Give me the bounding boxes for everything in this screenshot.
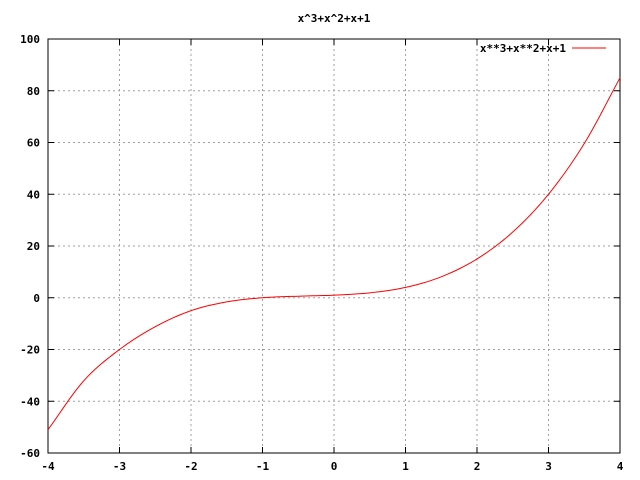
y-tick-label: 60 [27,137,40,150]
y-tick-label: -20 [20,344,40,357]
series-layer [47,77,621,431]
x-tick-label: -1 [256,460,270,473]
legend: x**3+x**2+x+1 [480,42,606,55]
y-tick-label: 40 [27,188,40,201]
y-axis: -60 -40 -20 0 20 40 60 80 100 [20,33,40,460]
y-tick-label: -40 [20,395,40,408]
legend-label: x**3+x**2+x+1 [480,42,566,55]
y-tick-label: 0 [33,292,40,305]
x-tick-label: 1 [402,460,409,473]
x-tick-label: -3 [113,460,126,473]
x-tick-label: -2 [184,460,197,473]
x-tick-label: 3 [545,460,552,473]
y-tick-label: 100 [20,33,40,46]
grid-lines [48,39,620,453]
y-tick-label: -60 [20,447,40,460]
y-tick-label: 20 [27,240,40,253]
y-tick-label: 80 [27,85,40,98]
x-axis: -4 -3 -2 -1 0 1 2 3 4 [41,460,623,473]
x-tick-label: 2 [474,460,481,473]
x-tick-label: -4 [41,460,55,473]
x-tick-label: 0 [331,460,338,473]
axis-ticks [47,38,621,454]
x-tick-label: 4 [617,460,624,473]
series-line [47,77,621,431]
chart-title: x^3+x^2+x+1 [298,12,371,25]
